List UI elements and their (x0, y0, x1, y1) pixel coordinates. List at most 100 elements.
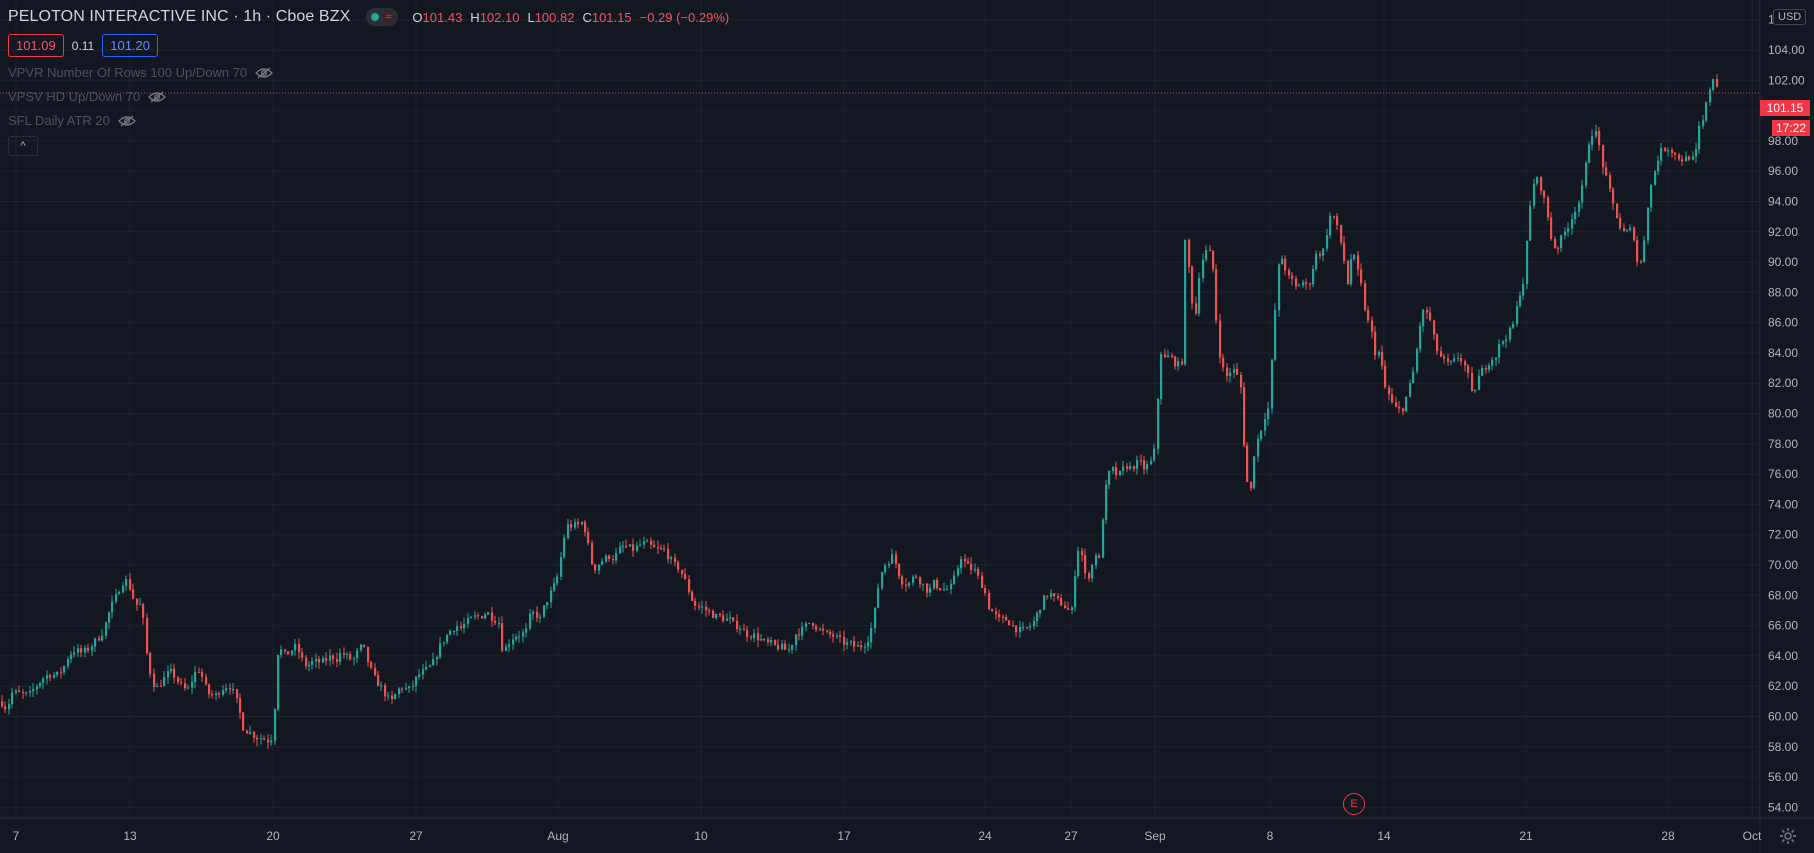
candle-body (353, 658, 356, 660)
candle-body (1526, 240, 1529, 284)
candle-body (270, 740, 273, 743)
candle-body (1378, 352, 1381, 356)
candle-body (1122, 466, 1125, 471)
y-tick-label: 84.00 (1768, 346, 1798, 360)
candle-body (18, 690, 21, 692)
candle-body (1640, 261, 1643, 263)
candle-body (336, 659, 339, 662)
candle-body (974, 569, 977, 571)
candle-body (67, 658, 70, 667)
earnings-marker[interactable]: E (1343, 793, 1365, 815)
candle-body (767, 639, 770, 643)
candle-body (242, 712, 245, 731)
candle-body (377, 675, 380, 686)
candle-body (743, 628, 746, 631)
bid-button[interactable]: 101.09 (8, 34, 64, 57)
symbol-title[interactable]: PELOTON INTERACTIVE INC · 1h · Cboe BZX (8, 8, 351, 25)
candle-body (284, 649, 287, 652)
candle-body (1012, 625, 1015, 627)
indicator-vpsv[interactable]: VPSV HD Up/Down 70 (8, 89, 167, 104)
candle-body (719, 613, 722, 616)
candle-body (481, 616, 484, 619)
ask-button[interactable]: 101.20 (102, 34, 158, 57)
x-tick-label: Aug (547, 829, 568, 843)
candle-body (774, 640, 777, 645)
candle-body (53, 674, 56, 678)
candle-body (63, 666, 66, 673)
candle-body (763, 639, 766, 641)
candle-body (632, 544, 635, 551)
candle-body (829, 631, 832, 635)
collapse-legend-button[interactable]: ^ (8, 136, 38, 156)
ohlc-key: O (412, 9, 423, 25)
eye-hidden-icon[interactable] (117, 115, 136, 127)
market-status-badge[interactable]: ≈ (366, 8, 399, 26)
y-tick-label: 78.00 (1768, 437, 1798, 451)
candle-body (1060, 598, 1063, 606)
candle-body (815, 625, 818, 630)
currency-label[interactable]: USD (1773, 9, 1807, 25)
candle-body (919, 577, 922, 585)
candle-body (581, 522, 584, 525)
candle-body (491, 612, 494, 621)
candle-body (118, 592, 121, 595)
candle-body (180, 681, 183, 684)
candle-body (1215, 269, 1218, 321)
candle-body (601, 561, 604, 565)
ohlc-key: H (470, 9, 480, 25)
candle-body (798, 634, 801, 636)
candle-body (1126, 466, 1129, 469)
candle-body (1209, 250, 1212, 252)
candle-body (943, 589, 946, 591)
candle-body (991, 609, 994, 612)
indicator-label: VPVR Number Of Rows 100 Up/Down 70 (8, 65, 248, 80)
candle-body (853, 641, 856, 647)
candle-body (343, 653, 346, 655)
candle-body (1478, 375, 1481, 390)
candle-body (1633, 227, 1636, 241)
candle-body (446, 634, 449, 643)
candle-body (205, 676, 208, 685)
candle-body (1616, 203, 1619, 219)
candle-body (1474, 389, 1477, 392)
x-tick-label: 10 (694, 829, 708, 843)
candle-body (1219, 320, 1222, 358)
eye-hidden-icon[interactable] (255, 67, 274, 79)
candle-body (349, 653, 352, 660)
candle-body (1226, 367, 1229, 377)
candle-body (1609, 175, 1612, 189)
x-tick-label: 20 (266, 829, 280, 843)
y-tick-label: 92.00 (1768, 225, 1798, 239)
candle-body (105, 622, 108, 636)
candle-body (1678, 154, 1681, 160)
candle-body (1481, 367, 1484, 376)
candle-body (663, 548, 666, 550)
settings-gear-icon[interactable] (1779, 827, 1797, 845)
candle-body (874, 607, 877, 629)
candle-body (1102, 519, 1105, 558)
candle-body (42, 678, 45, 683)
candle-body (953, 575, 956, 584)
candle-body (770, 640, 773, 643)
candle-body (784, 643, 787, 650)
candle-body (970, 563, 973, 570)
candle-body (498, 623, 501, 625)
candle-body (570, 524, 573, 528)
candle-body (736, 620, 739, 630)
candle-body (1284, 258, 1287, 271)
candle-body (408, 686, 411, 689)
eye-hidden-icon[interactable] (148, 91, 167, 103)
y-tick-label: 68.00 (1768, 588, 1798, 602)
indicator-vpvr[interactable]: VPVR Number Of Rows 100 Up/Down 70 (8, 65, 274, 80)
candle-body (329, 655, 332, 661)
candle-body (260, 738, 263, 740)
candle-body (1098, 555, 1101, 558)
candle-body (167, 671, 170, 678)
candle-body (505, 646, 508, 651)
candle-body (512, 639, 515, 645)
candle-body (619, 546, 622, 554)
candle-body (657, 547, 660, 549)
indicator-sfl-atr[interactable]: SFL Daily ATR 20 (8, 113, 136, 128)
candle-body (539, 616, 542, 618)
